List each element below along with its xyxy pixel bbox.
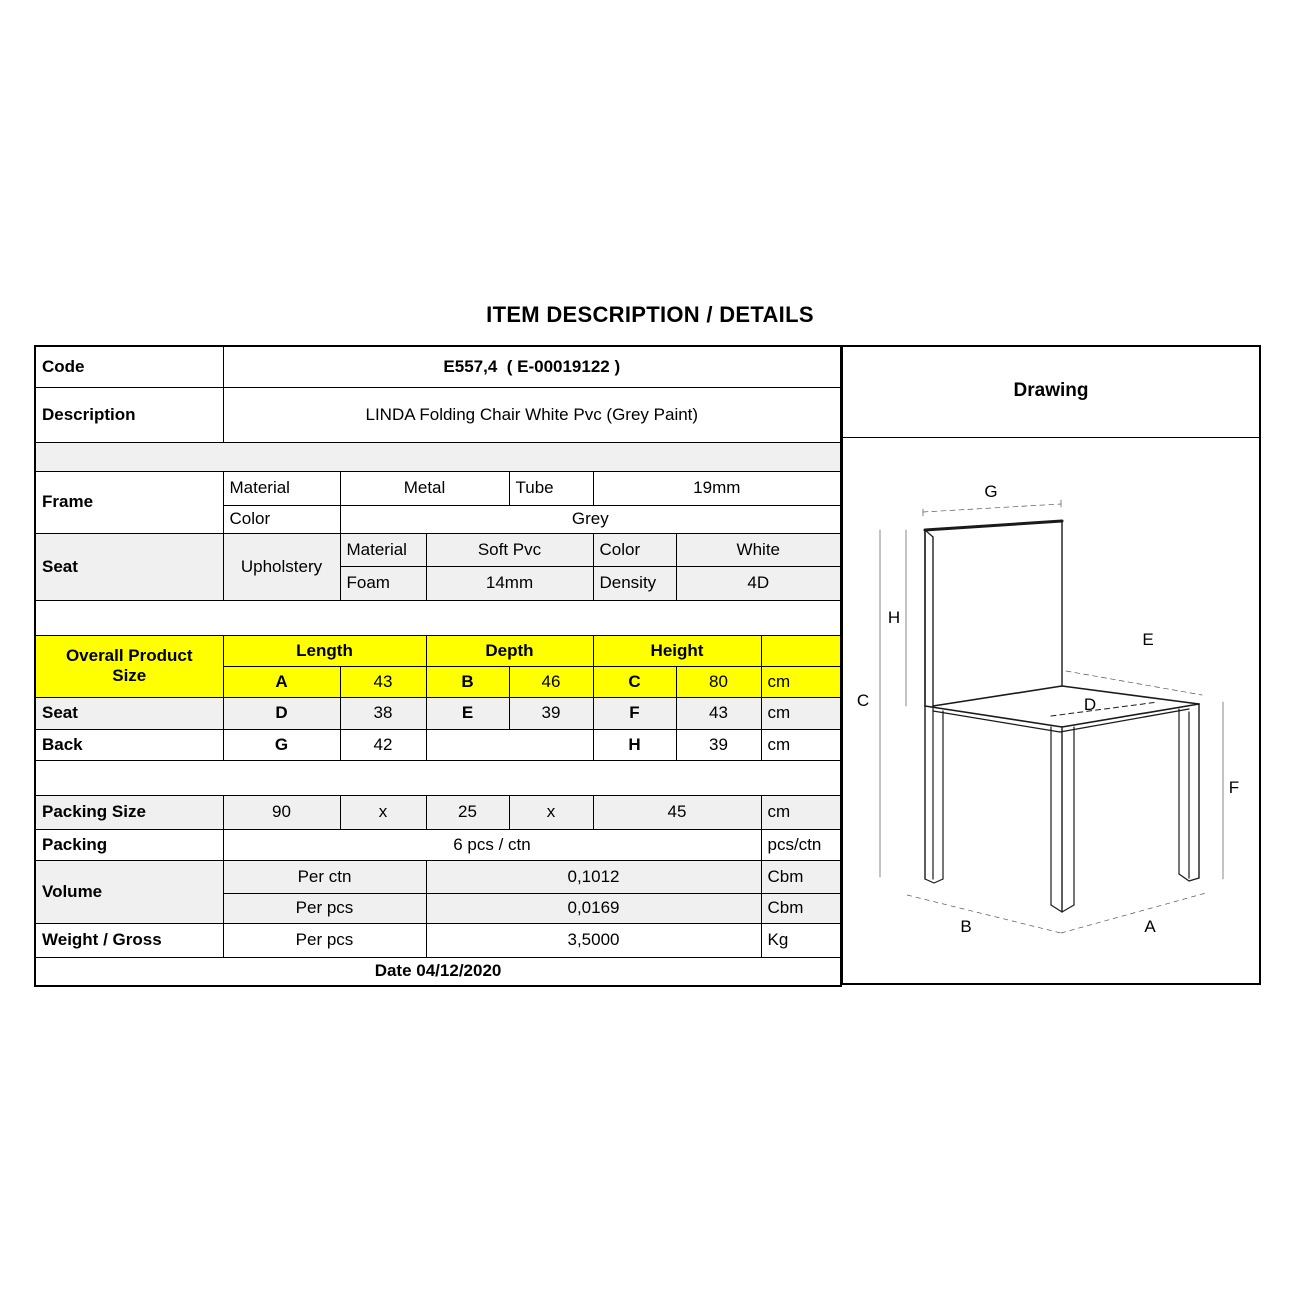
svg-text:G: G [984, 482, 997, 501]
svg-text:B: B [960, 917, 971, 936]
svg-text:A: A [1144, 917, 1156, 936]
svg-text:C: C [857, 691, 869, 710]
svg-text:E: E [1142, 630, 1153, 649]
svg-text:H: H [888, 608, 900, 627]
svg-text:D: D [1084, 695, 1096, 714]
svg-text:F: F [1229, 778, 1239, 797]
